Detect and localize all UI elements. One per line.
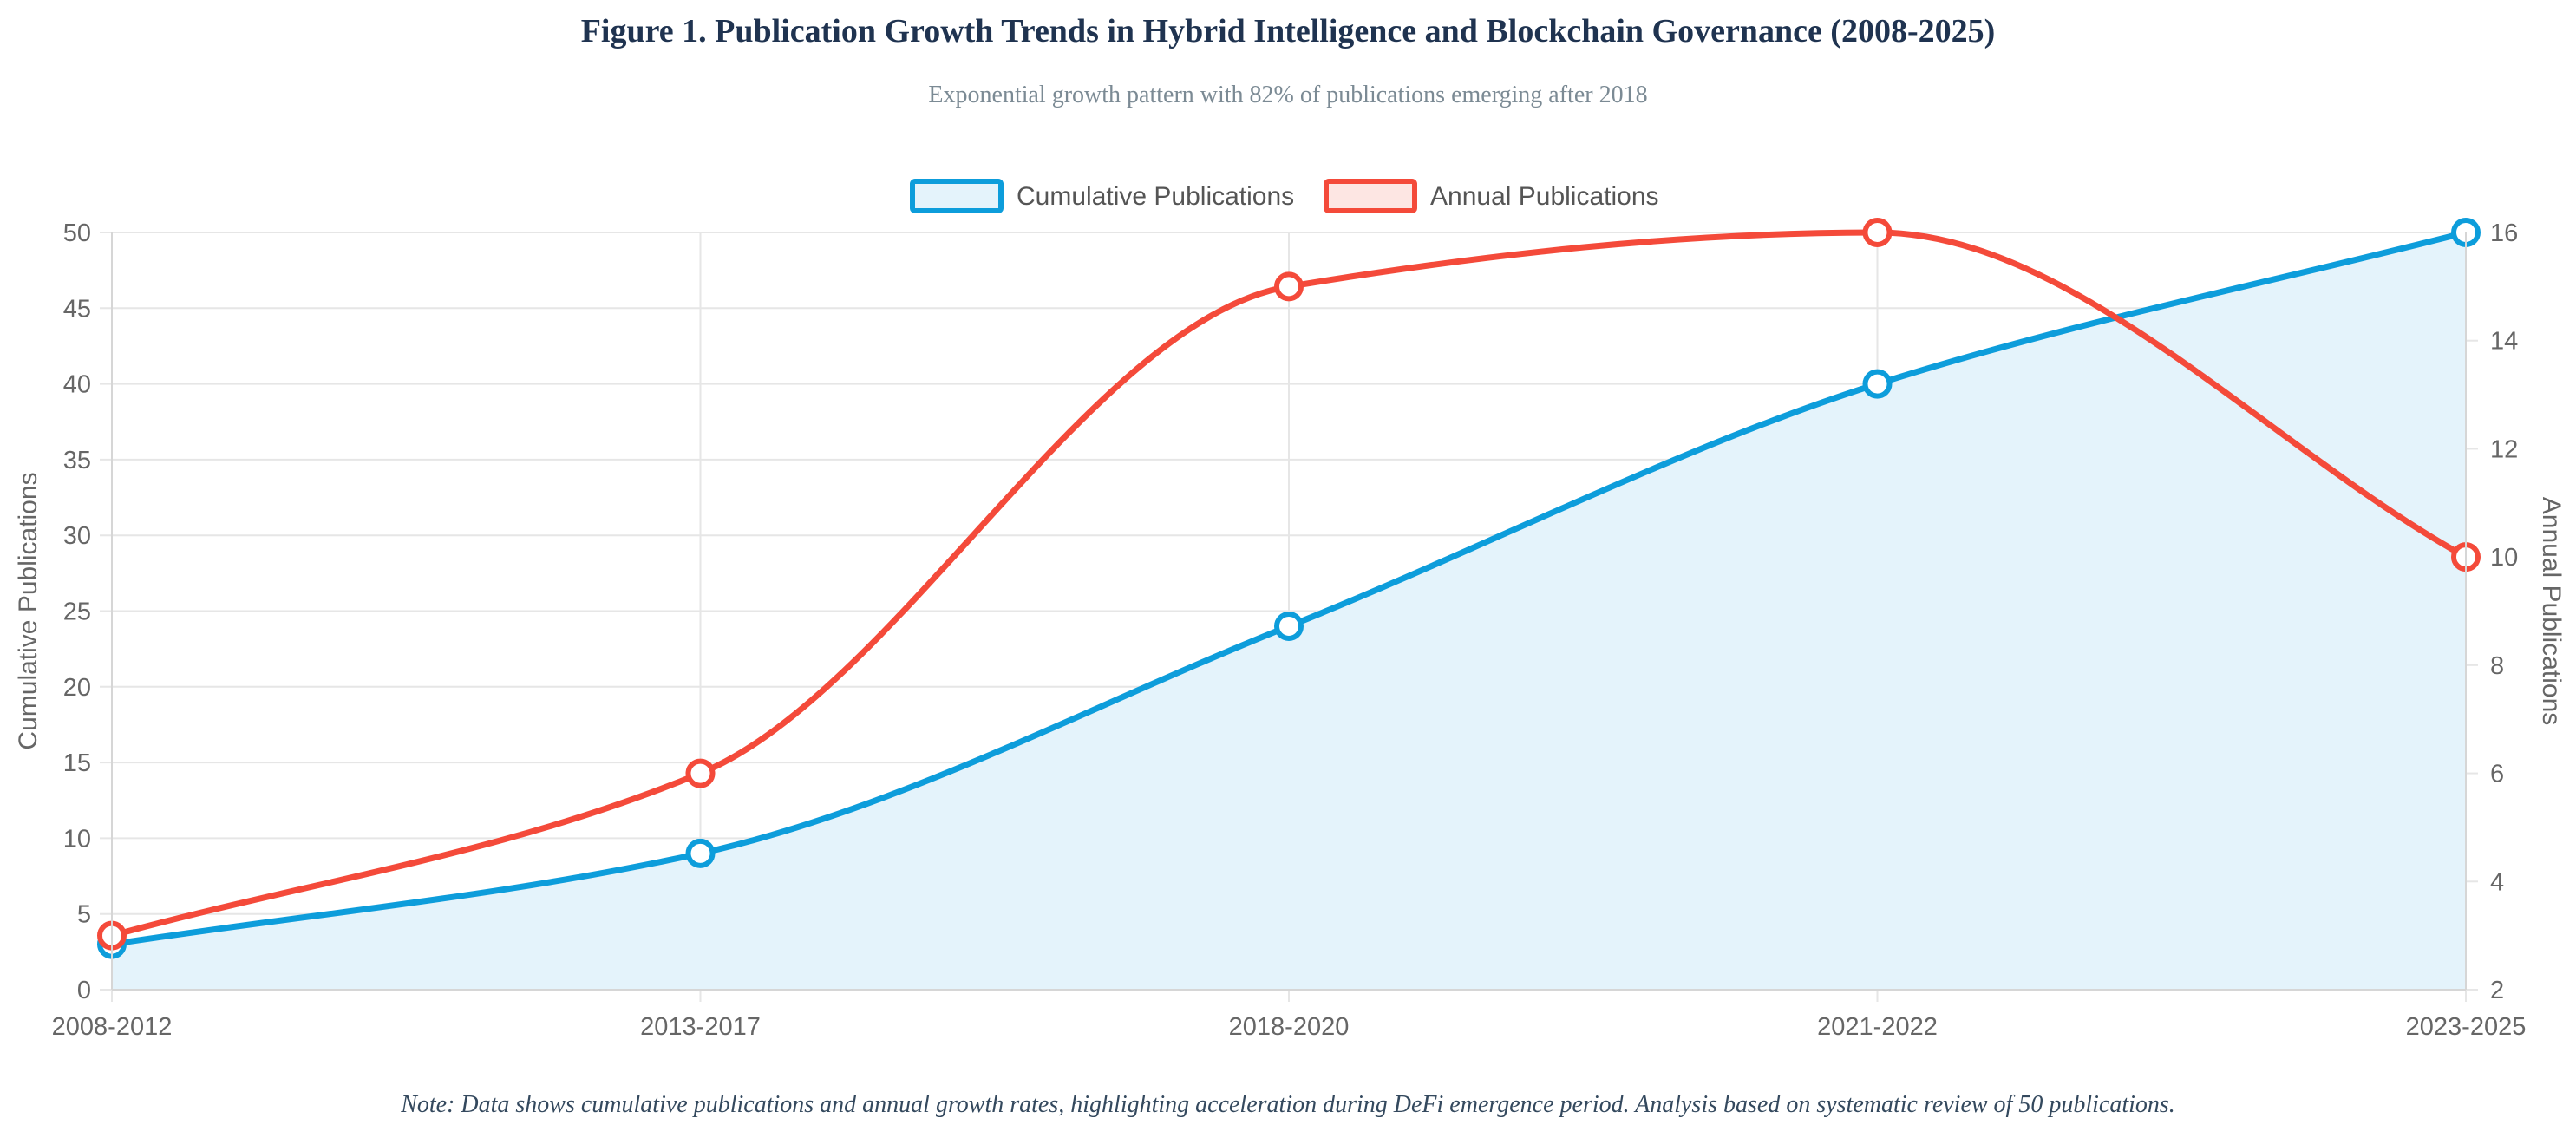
chart-title: Figure 1. Publication Growth Trends in H… <box>580 13 1996 49</box>
y-left-tick-label: 5 <box>77 901 91 929</box>
x-tick-label: 2013-2017 <box>640 1013 761 1041</box>
annual-point[interactable] <box>685 758 716 788</box>
chart-note: Note: Data shows cumulative publications… <box>401 1091 2175 1118</box>
y-right-tick-label: 14 <box>2490 328 2518 356</box>
legend-annual-label: Annual Publications <box>1430 182 1659 211</box>
y-right-tick-label: 2 <box>2490 977 2504 1004</box>
annual-point[interactable] <box>1862 218 1893 247</box>
cumulative-point[interactable] <box>1862 369 1893 399</box>
y-right-tick-label: 8 <box>2490 652 2504 680</box>
cumulative-area-fill <box>112 232 2466 990</box>
y-left-tick-label: 35 <box>63 447 91 474</box>
y-left-tick-label: 45 <box>63 295 91 323</box>
y-left-tick-label: 0 <box>77 977 91 1004</box>
x-tick-label: 2021-2022 <box>1817 1013 1938 1041</box>
y-left-tick-label: 50 <box>63 219 91 247</box>
legend: Cumulative Publications Annual Publicatio… <box>910 179 1659 213</box>
chart-subtitle: Exponential growth pattern with 82% of p… <box>928 82 1648 108</box>
y-left-axis-title: Cumulative Publications <box>14 472 42 749</box>
series-layer <box>97 218 2481 990</box>
annual-point[interactable] <box>1274 271 1304 302</box>
y-right-tick-label: 16 <box>2490 219 2518 247</box>
y-left-tick-label: 15 <box>63 749 91 777</box>
legend-annual[interactable]: Annual Publications <box>1324 179 1659 213</box>
cumulative-point[interactable] <box>1274 611 1304 641</box>
y-left-tick-label: 20 <box>63 674 91 702</box>
legend-annual-swatch <box>1324 179 1417 213</box>
y-right-tick-label: 10 <box>2490 544 2518 572</box>
y-right-axis-title: Annual Publications <box>2537 497 2566 726</box>
x-tick-label: 2008-2012 <box>52 1013 173 1041</box>
legend-cumulative[interactable]: Cumulative Publications <box>910 179 1294 213</box>
y-right-tick-label: 12 <box>2490 435 2518 463</box>
x-tick-label: 2018-2020 <box>1229 1013 1350 1041</box>
y-left-tick-label: 30 <box>63 522 91 550</box>
axes: 0 5 10 15 20 25 30 35 40 45 50 2 4 6 8 10 12 14 16 2008-201… <box>14 219 2566 1041</box>
legend-cumulative-swatch <box>910 179 1004 213</box>
y-left-tick-label: 10 <box>63 825 91 853</box>
y-right-tick-label: 6 <box>2490 761 2504 788</box>
legend-cumulative-label: Cumulative Publications <box>1017 182 1294 211</box>
cumulative-point[interactable] <box>685 838 716 868</box>
y-left-tick-label: 40 <box>63 371 91 399</box>
x-tick-label: 2023-2025 <box>2406 1013 2527 1041</box>
y-left-tick-label: 25 <box>63 598 91 626</box>
y-right-tick-label: 4 <box>2490 868 2504 896</box>
